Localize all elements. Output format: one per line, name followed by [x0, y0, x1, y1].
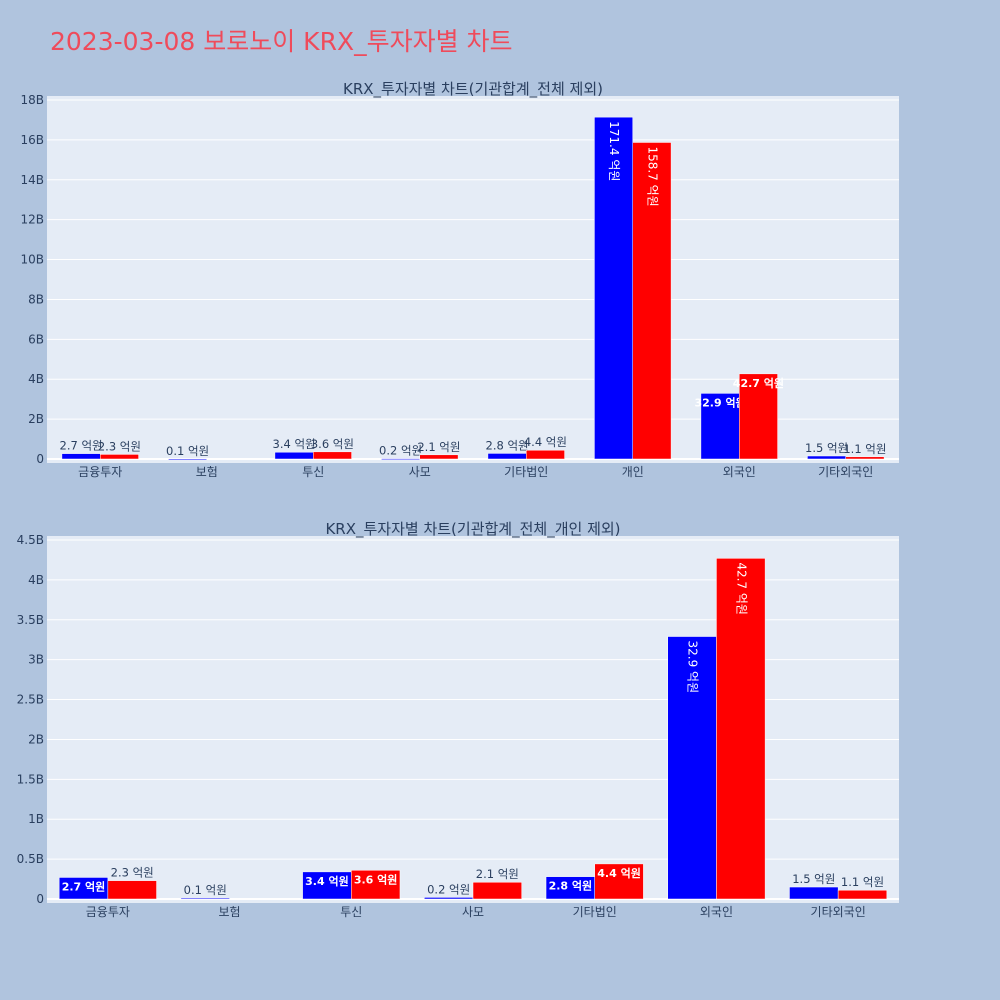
- x-tick-label: 외국인: [700, 905, 733, 919]
- y-tick-label: 1.5B: [17, 772, 44, 786]
- bar: [594, 116, 633, 460]
- y-tick-label: 18B: [20, 93, 44, 107]
- data-label: 4.4 억원: [597, 866, 641, 880]
- data-label: 0.2 억원: [427, 882, 470, 896]
- bar: [632, 142, 672, 460]
- x-tick-label: 기타법인: [573, 905, 617, 919]
- page-title: 2023-03-08 보로노이 KRX_투자자별 차트: [50, 27, 513, 56]
- x-tick-label: 사모: [409, 465, 431, 479]
- data-label: 2.1 억원: [476, 867, 519, 881]
- data-label: 1.5 억원: [805, 441, 848, 455]
- bar: [100, 454, 139, 460]
- y-tick-label: 4B: [28, 372, 44, 386]
- x-tick-label: 보험: [219, 905, 241, 919]
- data-label: 4.4 억원: [524, 435, 567, 449]
- data-label: 3.4 억원: [305, 874, 349, 888]
- data-label: 3.4 억원: [273, 437, 316, 451]
- x-tick-label: 투신: [340, 905, 362, 919]
- data-label: 0.1 억원: [184, 883, 227, 897]
- x-tick-label: 기타외국인: [811, 905, 866, 919]
- y-tick-label: 12B: [20, 213, 44, 227]
- bar: [716, 558, 766, 900]
- bar: [739, 373, 778, 460]
- data-label: 1.1 억원: [843, 442, 886, 456]
- data-label: 2.7 억원: [60, 439, 103, 453]
- data-label: 0.1 억원: [166, 444, 209, 458]
- bar: [594, 863, 644, 900]
- data-label: 2.8 억원: [549, 879, 593, 893]
- y-tick-label: 2.5B: [17, 693, 44, 707]
- x-tick-label: 투신: [302, 465, 324, 479]
- x-tick-label: 보험: [196, 465, 218, 479]
- x-tick-label: 금융투자: [78, 465, 122, 479]
- data-label: 0.2 억원: [379, 444, 422, 458]
- y-tick-label: 3B: [28, 653, 44, 667]
- data-label: 2.7 억원: [62, 879, 106, 893]
- bar: [789, 886, 839, 900]
- y-tick-label: 16B: [20, 133, 44, 147]
- y-tick-label: 3.5B: [17, 613, 44, 627]
- x-tick-label: 기타외국인: [818, 465, 873, 479]
- data-label: 2.8 억원: [486, 438, 529, 452]
- chart-title: KRX_투자자별 차트(기관합계_전체_개인 제외): [325, 520, 620, 539]
- bar: [845, 456, 885, 460]
- chart-title: KRX_투자자별 차트(기관합계_전체 제외): [343, 80, 603, 99]
- bar: [351, 870, 401, 900]
- y-tick-label: 8B: [28, 292, 44, 306]
- x-tick-label: 기타법인: [504, 465, 548, 479]
- data-label: 3.6 억원: [354, 872, 398, 886]
- x-tick-label: 금융투자: [86, 905, 130, 919]
- data-label: 32.9 억원: [694, 395, 745, 409]
- bar: [472, 881, 522, 900]
- y-tick-label: 14B: [20, 173, 44, 187]
- bar: [700, 393, 740, 460]
- data-label: 1.1 억원: [841, 875, 884, 889]
- data-label: 2.1 억원: [417, 440, 460, 454]
- y-tick-label: 2B: [28, 732, 44, 746]
- y-tick-label: 4.5B: [17, 533, 44, 547]
- y-tick-label: 1B: [28, 812, 44, 826]
- bar: [107, 880, 157, 900]
- y-tick-label: 10B: [20, 253, 44, 267]
- bar: [313, 451, 352, 460]
- plot-area: [47, 536, 899, 903]
- bar: [837, 889, 888, 900]
- bar: [168, 458, 208, 461]
- bar: [419, 454, 459, 460]
- y-tick-label: 4B: [28, 573, 44, 587]
- y-tick-label: 6B: [28, 332, 44, 346]
- bar: [526, 449, 565, 460]
- bar: [424, 897, 474, 900]
- data-label: 3.6 억원: [311, 437, 354, 451]
- y-tick-label: 0: [36, 452, 44, 466]
- chart-institution-excluded: 0 2B 4B 6B 8B 10B 12B 14B 16B 18B KRX_투자자별 차트(기관합계…: [20, 80, 899, 479]
- data-label: 42.7 억원: [733, 376, 784, 390]
- bar: [180, 897, 230, 900]
- data-label: 2.3 억원: [111, 866, 154, 880]
- x-tick-label: 외국인: [723, 465, 756, 479]
- y-tick-label: 2B: [28, 412, 44, 426]
- data-label: 32.9 억원: [686, 641, 700, 694]
- data-label: 171.4 억원: [607, 121, 621, 181]
- x-tick-label: 개인: [622, 465, 644, 479]
- x-tick-label: 사모: [462, 905, 484, 919]
- bar: [667, 636, 717, 900]
- y-tick-label: 0: [36, 892, 44, 906]
- data-label: 158.7 억원: [645, 146, 659, 206]
- data-label: 2.3 억원: [98, 439, 141, 453]
- data-label: 42.7 억원: [734, 562, 748, 615]
- y-tick-label: 0.5B: [17, 852, 44, 866]
- data-label: 1.5 억원: [792, 872, 835, 886]
